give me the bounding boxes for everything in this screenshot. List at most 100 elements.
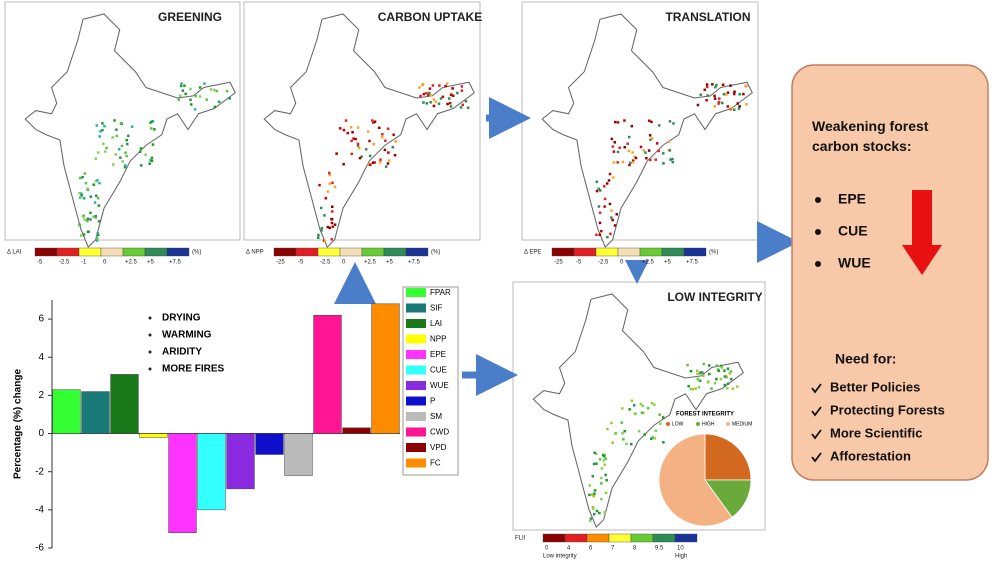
map-pixel [595,189,599,193]
map-pixel [715,377,718,381]
map-pixel [350,139,353,143]
map-pixel [98,181,101,185]
bullet [148,350,152,354]
map-pixel [217,100,221,104]
map-pixel [608,202,612,206]
map-pixel [689,387,693,391]
colorbar-swatch [56,247,80,257]
map-pixel [732,92,736,96]
map-pixel [633,412,637,416]
map-pixel [696,103,700,107]
map-pixel [215,89,218,93]
check [811,383,822,394]
map-pixel [189,98,192,102]
map-pixel [598,211,602,215]
arrows [334,97,799,396]
colorbar-label: Δ NPP [246,250,264,256]
map-pixel [605,182,609,185]
map-pixel [605,478,608,482]
map-pixel [725,376,729,379]
map-pixel [391,145,395,149]
map-pixel [179,84,183,88]
panel-title: LOW INTEGRITY [667,290,762,304]
map-pixel [92,215,95,218]
map-pixel [611,176,615,179]
map-pixel [94,214,98,218]
check [811,406,822,417]
y-tick-label: 2 [38,390,44,401]
legend-label: HIGH [702,421,715,427]
line: carbon stocks: [812,138,912,154]
colorbar-label: Δ EPE [524,250,541,256]
map-pixel [630,442,633,446]
map-pixel [177,98,181,101]
map-pixel [647,119,651,123]
need-item: Protecting Forests [830,402,945,417]
bullet [148,316,152,320]
bullet [148,367,152,371]
map-pixel [429,93,432,97]
colorbar-tick: +2.5 [125,260,138,266]
map-pixel [96,236,99,240]
map-pixel [697,378,700,382]
map-pixel [349,126,353,129]
map-pixel [600,467,604,470]
map-pixel [729,377,733,381]
bar [139,433,168,438]
map-pixel [717,102,720,105]
map-pixel [606,427,609,431]
map-pixel [139,147,143,150]
map-pixel [460,89,464,92]
map-pixel [719,364,723,368]
map-pixel [621,432,624,435]
map-pixel [189,87,192,91]
map-pixel [125,138,129,142]
map-pixel [733,90,736,94]
map-pixel [364,148,368,151]
map-pixel [600,229,603,233]
map-pixel [598,221,602,225]
colorbar-tick: 0 [342,260,346,266]
map-pixel [615,213,619,216]
colorbar-tick: +2.5 [642,260,655,266]
colorbar-tick: 0 [545,546,549,552]
map-pixel [641,404,645,408]
colorbar-tick: 6 [589,546,593,552]
map-pixel [655,142,659,145]
map-pixel [94,157,98,160]
map-pixel [84,181,88,185]
map-pixel [595,462,598,465]
map-pixel [139,164,143,167]
map-pixel [78,191,81,195]
map-pixel [725,387,729,390]
map-pixel [650,401,654,405]
map-pixel [446,102,449,106]
map-pixel [672,122,675,125]
map-pixel [711,83,714,86]
colorbar-swatch [639,247,663,257]
map-pixel [316,236,320,240]
map-pixel [126,142,129,146]
map-pixel [428,87,432,90]
legend-swatch [406,303,426,313]
map-pixel [320,229,323,232]
map-pixel [719,377,723,381]
y-tick-label: 0 [38,428,44,439]
map-pixel [368,154,372,158]
colorbar-swatch [617,247,641,257]
map-pixel [705,83,709,86]
map-pixel [438,84,441,87]
legend-swatch [406,427,426,437]
map-pixel [431,84,435,87]
map-pixel [598,511,601,515]
map-pixel [689,369,693,373]
map-pixel [659,422,662,425]
legend-swatch [406,381,426,390]
map-pixel [427,93,430,97]
map-pixel [593,451,596,455]
check [811,452,822,463]
map-pixel [630,124,634,128]
map-pixel [181,89,185,92]
map-pixel [733,108,736,111]
map-pixel [328,182,331,185]
